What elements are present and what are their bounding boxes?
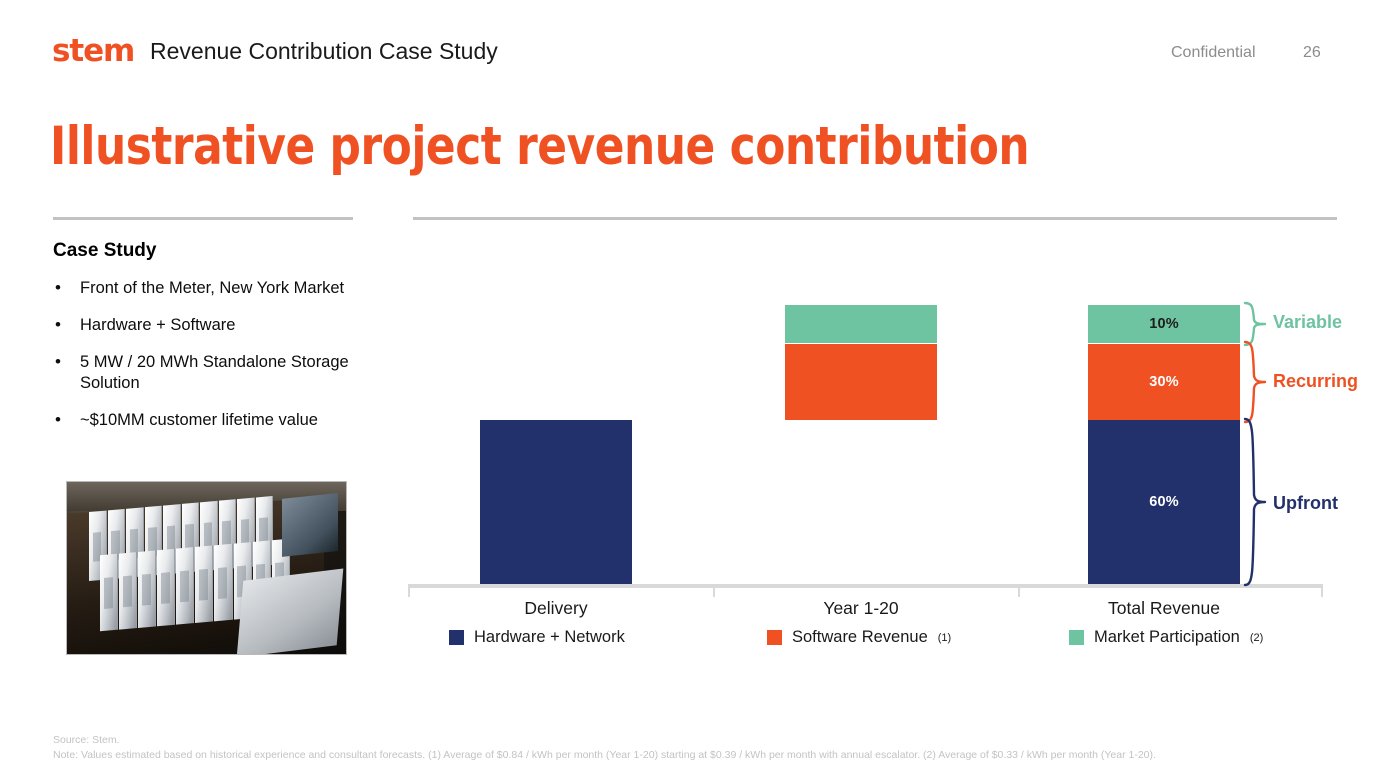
axis-tick <box>408 588 410 597</box>
brace-recurring-icon <box>1243 340 1267 424</box>
photo-panel <box>236 568 344 654</box>
case-study-bullet-list: Front of the Meter, New York Market Hard… <box>53 277 363 448</box>
bar-segment-hardware-network[interactable]: 60% <box>1088 420 1240 584</box>
legend-label: Hardware + Network <box>474 628 625 646</box>
brace-upfront-icon <box>1243 417 1267 587</box>
footnote-note: Note: Values estimated based on historic… <box>53 749 1156 762</box>
bar-value-label: 60% <box>1149 494 1179 510</box>
bar-segment-market-participation[interactable]: 10% <box>1088 305 1240 343</box>
page-title: Illustrative project revenue contributio… <box>50 116 1030 177</box>
confidential-label: Confidential <box>1171 44 1256 61</box>
legend-swatch-icon <box>1069 630 1084 645</box>
list-item: ~$10MM customer lifetime value <box>53 409 363 431</box>
brace-variable-icon <box>1243 301 1267 347</box>
photo-machine <box>281 492 338 558</box>
chart-axis-line <box>408 584 1323 588</box>
divider-left <box>53 217 353 220</box>
divider-right <box>413 217 1337 220</box>
legend-item-hardware-network[interactable]: Hardware + Network <box>449 628 625 647</box>
header-bar: stem Revenue Contribution Case Study Con… <box>0 0 1388 92</box>
list-item: Front of the Meter, New York Market <box>53 277 363 299</box>
axis-label-total-revenue: Total Revenue <box>1108 598 1220 618</box>
legend-swatch-icon <box>767 630 782 645</box>
bar-segment-hardware-network[interactable] <box>480 420 632 584</box>
battery-storage-photo <box>66 481 347 655</box>
bar-segment-software-revenue[interactable]: 30% <box>1088 344 1240 420</box>
axis-label-year-1-20: Year 1-20 <box>823 598 899 618</box>
bar-segment-software-revenue[interactable] <box>785 344 937 420</box>
chart-legend: Hardware + Network Software Revenue (1) M… <box>405 628 1345 654</box>
bar-segment-market-participation[interactable] <box>785 305 937 343</box>
annotation-label-upfront: Upfront <box>1273 493 1338 513</box>
legend-label: Market Participation <box>1094 628 1240 646</box>
header-title: Revenue Contribution Case Study <box>150 38 498 64</box>
legend-footnote-marker: (2) <box>1249 631 1264 644</box>
legend-item-software-revenue[interactable]: Software Revenue (1) <box>767 628 951 647</box>
list-item: 5 MW / 20 MWh Standalone Storage Solutio… <box>53 351 363 394</box>
legend-swatch-icon <box>449 630 464 645</box>
axis-tick <box>1018 588 1020 597</box>
axis-label-delivery: Delivery <box>524 598 588 618</box>
annotation-label-recurring: Recurring <box>1273 371 1359 391</box>
legend-label: Software Revenue <box>792 628 928 646</box>
annotation-label-variable: Variable <box>1273 312 1343 332</box>
revenue-contribution-chart: 10% 30% 60% Delivery Year 1-20 Total Rev… <box>405 288 1358 658</box>
legend-item-market-participation[interactable]: Market Participation (2) <box>1069 628 1263 647</box>
footnotes: Source: Stem. Note: Values estimated bas… <box>53 733 1303 763</box>
list-item: Hardware + Software <box>53 314 363 336</box>
legend-footnote-marker: (1) <box>937 631 952 644</box>
stem-logo: stem <box>52 33 135 69</box>
footnote-source: Source: Stem. <box>53 734 120 746</box>
bar-value-label: 10% <box>1149 316 1179 332</box>
page-number: 26 <box>1303 44 1321 61</box>
axis-tick <box>713 588 715 597</box>
axis-tick <box>1321 588 1323 597</box>
bar-value-label: 30% <box>1149 374 1179 390</box>
case-study-heading: Case Study <box>53 240 157 261</box>
